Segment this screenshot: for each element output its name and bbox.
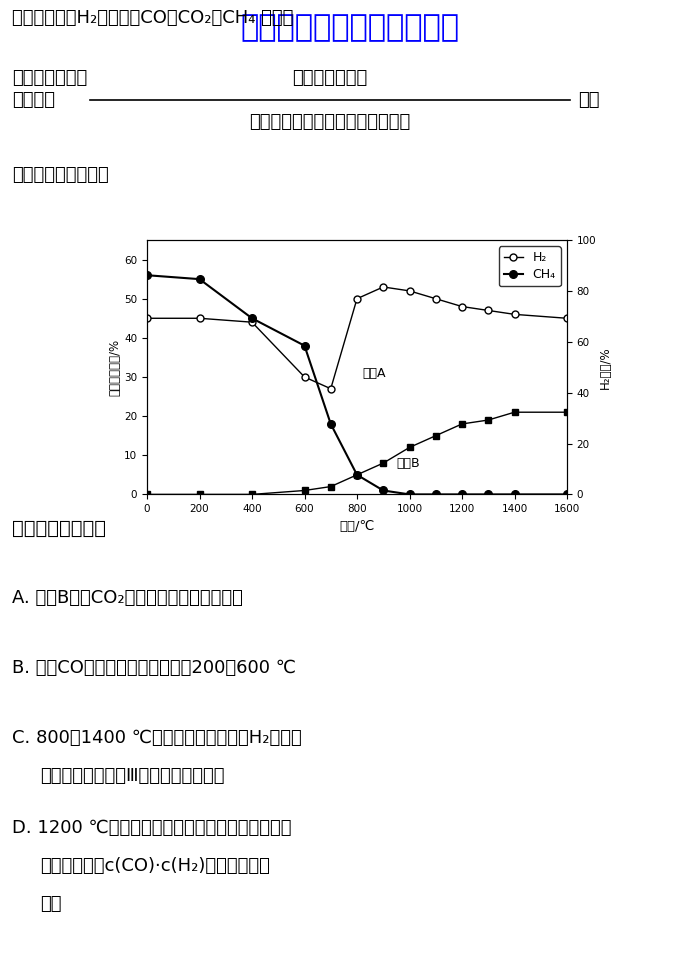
CH₄ bbox=[431, 489, 440, 500]
Text: 次达到平衡时c(CO)·c(H₂)的值比原平衡: 次达到平衡时c(CO)·c(H₂)的值比原平衡 bbox=[40, 857, 270, 875]
Text: C. 800～1400 ℃条件下，随温度升高H₂的产率: C. 800～1400 ℃条件下，随温度升高H₂的产率 bbox=[12, 729, 302, 747]
H₂ bbox=[143, 313, 151, 324]
H₂ bbox=[563, 313, 571, 324]
Text: 气体的物质的量: 气体的物质的量 bbox=[12, 69, 88, 87]
Text: ）随: ）随 bbox=[578, 91, 599, 109]
H₂ bbox=[484, 304, 493, 316]
Text: 达到平衡时，H₂的产率和CO、CO₂、CH₄ 干态体: 达到平衡时，H₂的产率和CO、CO₂、CH₄ 干态体 bbox=[12, 9, 293, 27]
H₂ bbox=[353, 293, 361, 304]
Text: 微信公众号关注：题找答案: 微信公众号关注：题找答案 bbox=[241, 13, 459, 42]
Text: B. 制备CO含量低的氢燃料应选择200～600 ℃: B. 制备CO含量低的氢燃料应选择200～600 ℃ bbox=[12, 659, 296, 677]
H₂ bbox=[431, 293, 440, 304]
Text: 曲线B: 曲线B bbox=[396, 457, 420, 470]
Text: 积分数（: 积分数（ bbox=[12, 91, 55, 109]
Text: 下列说法正确的是: 下列说法正确的是 bbox=[12, 519, 106, 538]
Y-axis label: 干态体积分数/%: 干态体积分数/% bbox=[108, 339, 121, 396]
X-axis label: 温度/℃: 温度/℃ bbox=[340, 519, 374, 533]
H₂ bbox=[405, 285, 414, 297]
CH₄ bbox=[143, 270, 151, 281]
Text: A. 曲线B表示CO₂干态体积分数随温度变化: A. 曲线B表示CO₂干态体积分数随温度变化 bbox=[12, 589, 243, 607]
CH₄ bbox=[379, 485, 388, 496]
H₂ bbox=[510, 308, 519, 320]
Text: 温度变化如图所示：: 温度变化如图所示： bbox=[12, 166, 109, 184]
Y-axis label: H₂产率/%: H₂产率/% bbox=[599, 346, 612, 389]
Legend: H₂, CH₄: H₂, CH₄ bbox=[499, 247, 561, 286]
Text: 的大: 的大 bbox=[40, 895, 62, 913]
CH₄ bbox=[326, 419, 335, 430]
Text: 曲线A: 曲线A bbox=[363, 367, 386, 380]
CH₄ bbox=[563, 489, 571, 500]
CH₄ bbox=[510, 489, 519, 500]
Line: H₂: H₂ bbox=[144, 283, 570, 393]
H₂ bbox=[248, 317, 256, 328]
CH₄ bbox=[248, 313, 256, 324]
CH₄ bbox=[300, 340, 309, 351]
CH₄ bbox=[195, 274, 204, 285]
Text: 气体的物质的量: 气体的物质的量 bbox=[293, 69, 368, 87]
CH₄ bbox=[458, 489, 466, 500]
H₂ bbox=[195, 313, 204, 324]
Text: 除水蒸气外气体产物的总物质的量: 除水蒸气外气体产物的总物质的量 bbox=[249, 113, 411, 132]
Text: D. 1200 ℃条件下，向平衡体系中通入水蒸气，再: D. 1200 ℃条件下，向平衡体系中通入水蒸气，再 bbox=[12, 819, 291, 837]
H₂ bbox=[326, 383, 335, 395]
CH₄ bbox=[405, 489, 414, 500]
CH₄ bbox=[484, 489, 493, 500]
Text: 降低，是因为反应Ⅲ正向进行程度增大: 降低，是因为反应Ⅲ正向进行程度增大 bbox=[40, 767, 225, 785]
H₂ bbox=[379, 281, 388, 293]
H₂ bbox=[300, 372, 309, 383]
CH₄ bbox=[353, 469, 361, 481]
H₂ bbox=[458, 300, 466, 312]
Line: CH₄: CH₄ bbox=[144, 272, 570, 498]
